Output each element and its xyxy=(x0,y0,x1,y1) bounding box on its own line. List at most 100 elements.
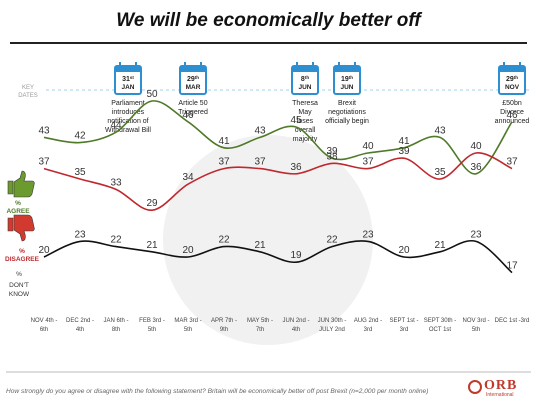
calendar-ring xyxy=(200,62,202,68)
data-label-agree: 41 xyxy=(218,136,230,147)
data-label-disagree: 37 xyxy=(254,157,266,168)
orb-logo: ORB International xyxy=(468,378,530,400)
data-label-agree: 43 xyxy=(254,125,266,136)
orb-globe-icon xyxy=(468,380,482,394)
data-label-dont_know: 23 xyxy=(470,229,482,240)
data-label-dont_know: 22 xyxy=(326,235,338,246)
key-date-suffix: st xyxy=(130,75,135,80)
data-label-disagree: 40 xyxy=(470,141,482,152)
key-date-suffix: th xyxy=(514,75,518,80)
data-label-agree: 45 xyxy=(290,115,302,126)
x-tick-label: 4th xyxy=(292,327,300,333)
key-date-note: Brexit xyxy=(338,100,356,107)
dont-know-label: KNOW xyxy=(9,291,30,298)
key-dates-label: DATES xyxy=(18,93,38,99)
data-label-dont_know: 20 xyxy=(398,245,410,256)
data-label-agree: 44 xyxy=(110,120,122,131)
title-bar: We will be economically better off xyxy=(10,6,527,44)
key-date-month: JAN xyxy=(121,84,134,91)
x-tick-label: 4th xyxy=(76,327,84,333)
key-dates-label: KEY xyxy=(22,85,34,91)
data-label-dont_know: 23 xyxy=(362,229,374,240)
key-date-suffix: th xyxy=(195,75,199,80)
key-date-note: overall xyxy=(295,127,316,134)
series-line-dont_know xyxy=(43,239,513,274)
key-date-month: JUN xyxy=(298,84,311,91)
key-date-note: Withdrawal Bill xyxy=(105,127,151,134)
dont-know-label: % xyxy=(16,271,22,278)
data-label-dont_know: 20 xyxy=(38,245,50,256)
key-date-month: MAR xyxy=(186,84,201,91)
key-date-note: Divorce xyxy=(500,109,524,116)
data-label-disagree: 34 xyxy=(182,172,194,183)
key-date-note: introduces xyxy=(112,109,145,116)
data-label-disagree: 35 xyxy=(434,167,446,178)
data-label-agree: 42 xyxy=(74,131,86,142)
calendar-ring xyxy=(312,62,314,68)
disagree-label: DISAGREE xyxy=(5,256,40,263)
x-tick-label: 5th xyxy=(148,327,156,333)
calendar-icon xyxy=(292,66,318,72)
x-tick-label: 5th xyxy=(472,327,480,333)
calendar-icon xyxy=(115,66,141,72)
x-tick-label: DEC 1st -3rd xyxy=(495,318,530,324)
footer-note: How strongly do you agree or disagree wi… xyxy=(6,388,429,395)
thumbs-up-icon-shape xyxy=(7,170,35,198)
calendar-icon xyxy=(180,66,206,72)
thumbs-down-icon xyxy=(7,214,35,242)
calendar-ring xyxy=(296,62,298,68)
data-label-dont_know: 21 xyxy=(434,240,446,251)
key-date-note: May xyxy=(298,109,312,116)
x-tick-label: 8th xyxy=(112,327,120,333)
calendar-ring xyxy=(503,62,505,68)
calendar-ring xyxy=(338,62,340,68)
calendar-ring xyxy=(119,62,121,68)
data-label-disagree: 29 xyxy=(146,198,158,209)
background-watermark xyxy=(163,135,373,345)
data-label-dont_know: 19 xyxy=(290,250,302,261)
x-tick-label: MAY 5th - xyxy=(247,318,273,324)
series-line-disagree xyxy=(43,152,513,212)
x-tick-label: 9th xyxy=(220,327,228,333)
data-label-dont_know: 22 xyxy=(110,235,122,246)
x-tick-label: APR 7th - xyxy=(211,318,237,324)
x-tick-label: SEPT 1st - xyxy=(390,318,419,324)
x-tick-label: MAR 3rd - xyxy=(174,318,201,324)
key-date-note: negotiations xyxy=(328,109,366,116)
key-date-day: 19th xyxy=(341,75,353,83)
x-tick-label: 5th xyxy=(184,327,192,333)
key-date-note: officially begin xyxy=(325,118,369,125)
x-tick-label: AUG 2nd - xyxy=(354,318,382,324)
data-label-disagree: 33 xyxy=(110,177,122,188)
key-date-note: Parliament xyxy=(111,100,145,107)
key-date-note: announced xyxy=(495,118,530,125)
key-date-month: JUN xyxy=(340,84,353,91)
data-label-dont_know: 17 xyxy=(506,261,518,272)
key-date-suffix: th xyxy=(349,75,353,80)
logo-subtext: International xyxy=(486,392,514,398)
data-label-agree: 46 xyxy=(182,110,194,121)
key-date-note: Theresa xyxy=(292,100,318,107)
x-tick-label: SEPT 30th - xyxy=(424,318,457,324)
data-label-disagree: 37 xyxy=(38,157,50,168)
data-label-dont_know: 20 xyxy=(182,245,194,256)
data-label-agree: 43 xyxy=(434,125,446,136)
thumbs-up-icon xyxy=(7,170,35,198)
data-label-disagree: 35 xyxy=(74,167,86,178)
x-tick-label: 7th xyxy=(256,327,264,333)
x-tick-label: 3rd xyxy=(400,327,409,333)
data-label-disagree: 37 xyxy=(506,157,518,168)
disagree-label: % xyxy=(19,248,25,255)
logo-text: ORB xyxy=(484,378,518,393)
key-date-day: 29th xyxy=(187,75,199,83)
data-label-dont_know: 21 xyxy=(146,240,158,251)
x-tick-label: JUN 30th - xyxy=(318,318,347,324)
x-tick-label: JULY 2nd xyxy=(319,327,345,333)
key-date-day: 8th xyxy=(301,75,309,83)
x-tick-label: JAN 6th - xyxy=(103,318,128,324)
key-date-note: majority xyxy=(293,136,318,143)
data-label-agree: 40 xyxy=(362,141,374,152)
x-tick-label: 3rd xyxy=(364,327,373,333)
calendar-icon xyxy=(499,66,525,72)
